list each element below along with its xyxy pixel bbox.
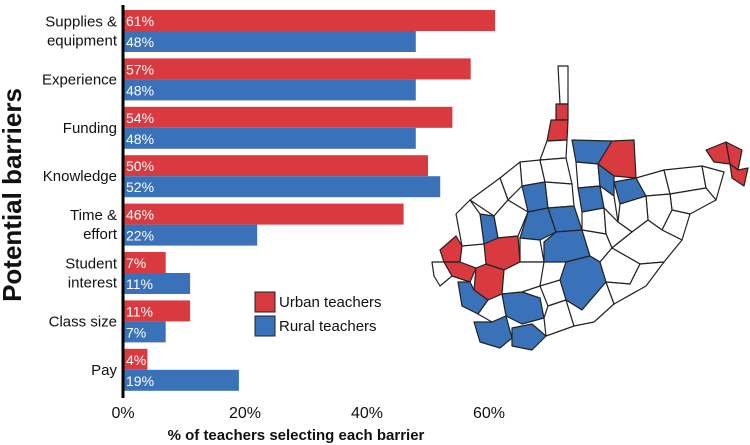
- map-county: [443, 261, 477, 283]
- map-county: [605, 261, 665, 305]
- map-county: [597, 139, 637, 179]
- bar: [123, 127, 416, 149]
- bar-value-label: 50%: [126, 158, 154, 174]
- map-county: [501, 291, 545, 325]
- category-label-line: equipment: [47, 33, 118, 50]
- bar-value-label: 4%: [126, 352, 146, 368]
- category-label-line: Time &: [70, 207, 117, 224]
- legend-swatch: [254, 291, 276, 313]
- bar-value-label: 7%: [126, 324, 146, 340]
- x-axis-title: % of teachers selecting each barrier: [168, 427, 425, 444]
- category-label: Class size: [49, 313, 117, 330]
- map-county: [539, 139, 568, 161]
- category-label: Supplies & equipment: [45, 14, 118, 50]
- map-county: [555, 103, 569, 121]
- category-label-line: Student: [65, 256, 118, 273]
- map-county: [477, 293, 507, 323]
- bar-value-label: 46%: [126, 207, 154, 223]
- map-county: [511, 323, 547, 351]
- map-county: [729, 163, 749, 187]
- category-label-line: Class size: [49, 313, 117, 330]
- category-label: Student interest: [65, 256, 118, 292]
- category-labels: Supplies & equipment Experience Funding Know…: [42, 14, 118, 379]
- category-label-line: Supplies &: [45, 14, 117, 31]
- map-county: [519, 237, 545, 263]
- bar: [123, 106, 453, 128]
- west-virginia-county-map: [431, 65, 749, 351]
- bar: [123, 273, 191, 294]
- bar: [123, 224, 258, 246]
- x-tick-label: 60%: [473, 405, 505, 422]
- legend-label: Rural teachers: [279, 318, 377, 335]
- bar-value-label: 48%: [126, 82, 154, 98]
- bar: [123, 79, 416, 101]
- bar: [123, 176, 441, 198]
- bar-value-label: 61%: [126, 13, 154, 29]
- category-label-line: interest: [68, 275, 118, 292]
- map-county: [544, 181, 575, 209]
- category-label-line: Funding: [63, 120, 117, 137]
- map-county: [539, 157, 573, 185]
- category-label-line: Pay: [91, 362, 117, 379]
- legend-label: Urban teachers: [279, 294, 382, 311]
- bar: [123, 203, 404, 225]
- bar: [123, 321, 166, 343]
- bar: [123, 58, 471, 80]
- bars: 61% 48% 57% 48% 54% 48% 50% 52% 46% 22% 7% 11% 11% 7%…: [123, 10, 496, 391]
- map-county: [519, 207, 557, 241]
- bar-value-label: 22%: [126, 228, 154, 244]
- map-county: [557, 65, 569, 105]
- category-label: Experience: [42, 71, 117, 88]
- bar-value-label: 19%: [126, 373, 154, 389]
- bar: [123, 348, 148, 370]
- bar-value-label: 57%: [126, 61, 154, 77]
- category-label-line: Experience: [42, 71, 117, 88]
- bar-value-label: 48%: [126, 131, 154, 147]
- map-county: [439, 235, 463, 263]
- bar: [123, 252, 166, 273]
- legend-swatch: [254, 315, 276, 337]
- category-label-line: Knowledge: [43, 168, 117, 185]
- bar-value-label: 52%: [126, 179, 154, 195]
- bar-value-label: 54%: [126, 110, 154, 126]
- y-axis-title: Potential barriers: [0, 88, 27, 302]
- x-tick-label: 40%: [351, 405, 383, 422]
- bar-value-label: 11%: [126, 276, 153, 292]
- map-county: [455, 199, 485, 247]
- bar-value-label: 48%: [126, 34, 154, 50]
- map-county: [546, 119, 569, 142]
- map-county: [725, 141, 743, 171]
- bar-value-label: 11%: [126, 303, 153, 319]
- y-axis-title-group: Potential barriers: [0, 88, 27, 302]
- category-label: Time & effort: [70, 207, 118, 243]
- map-county: [493, 199, 529, 239]
- category-label: Knowledge: [43, 168, 117, 185]
- map-county: [575, 161, 601, 189]
- bar: [123, 155, 428, 177]
- category-label: Funding: [63, 120, 117, 137]
- x-tick-label: 0%: [111, 405, 134, 422]
- bar: [123, 10, 496, 31]
- bar: [123, 31, 416, 52]
- bar: [123, 300, 191, 322]
- legend: Urban teachers Rural teachers: [254, 291, 382, 337]
- category-label-line: effort: [83, 226, 118, 243]
- category-label: Pay: [91, 362, 117, 379]
- map-county: [521, 181, 549, 213]
- x-tick-labels: 0% 20% 40% 60%: [111, 405, 505, 422]
- bar: [123, 369, 239, 391]
- bar-value-label: 7%: [126, 255, 146, 271]
- x-tick-label: 20%: [229, 405, 261, 422]
